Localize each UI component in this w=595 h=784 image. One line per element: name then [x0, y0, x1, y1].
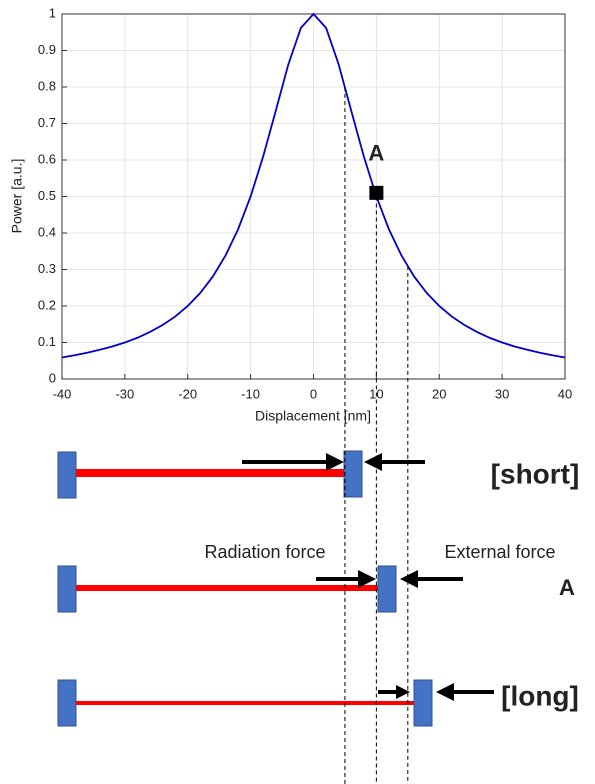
- x-tick-label: -10: [241, 386, 260, 401]
- y-tick-label: 0.5: [38, 188, 56, 203]
- y-tick-label: 0.2: [38, 297, 56, 312]
- block: [343, 450, 363, 498]
- x-tick-label: 40: [558, 386, 572, 401]
- x-tick-label: 0: [310, 386, 317, 401]
- block: [57, 679, 77, 727]
- point-label: A: [368, 141, 384, 166]
- rod: [76, 469, 344, 477]
- y-tick-label: 0.9: [38, 42, 56, 57]
- arrow-head: [400, 570, 418, 588]
- label-long: [long]: [501, 680, 579, 711]
- y-axis-label: Power [a.u.]: [9, 159, 25, 234]
- x-tick-label: 20: [432, 386, 446, 401]
- block: [413, 679, 433, 727]
- y-tick-label: 0: [49, 370, 56, 385]
- y-tick-label: 0.4: [38, 224, 56, 239]
- diagram: [short] Radiation force External force A…: [57, 450, 580, 727]
- label-external: External force: [444, 542, 555, 562]
- x-tick-label: -30: [115, 386, 134, 401]
- label-a: A: [559, 575, 575, 600]
- label-short: [short]: [491, 458, 580, 489]
- y-tick-label: 0.7: [38, 115, 56, 130]
- curve: [61, 12, 566, 359]
- arrow-head: [436, 683, 454, 701]
- arrow-head: [326, 453, 344, 471]
- block: [377, 565, 397, 613]
- x-axis-label: Displacement [nm]: [255, 408, 371, 424]
- rod: [76, 585, 378, 591]
- arrow-head: [396, 685, 410, 699]
- y-tick-label: 0.6: [38, 151, 56, 166]
- x-tick-label: -40: [53, 386, 72, 401]
- rod: [76, 701, 414, 705]
- point-a: [369, 185, 384, 200]
- arrow-head: [364, 453, 382, 471]
- x-tick-label: -20: [178, 386, 197, 401]
- y-tick-label: 0.8: [38, 78, 56, 93]
- arrow-head: [358, 570, 376, 588]
- block: [57, 451, 77, 499]
- y-tick-label: 0.1: [38, 334, 56, 349]
- block: [57, 565, 77, 613]
- plot: 0 0.1 0.2 0.3 0.4 0.5 0.6 0.7 0.8 0.9 1 -40 -30 -20 -1…: [38, 5, 572, 401]
- x-tick-label: 30: [495, 386, 509, 401]
- y-tick-label: 0.3: [38, 261, 56, 276]
- y-tick-label: 1: [49, 5, 56, 20]
- label-radiation: Radiation force: [204, 542, 325, 562]
